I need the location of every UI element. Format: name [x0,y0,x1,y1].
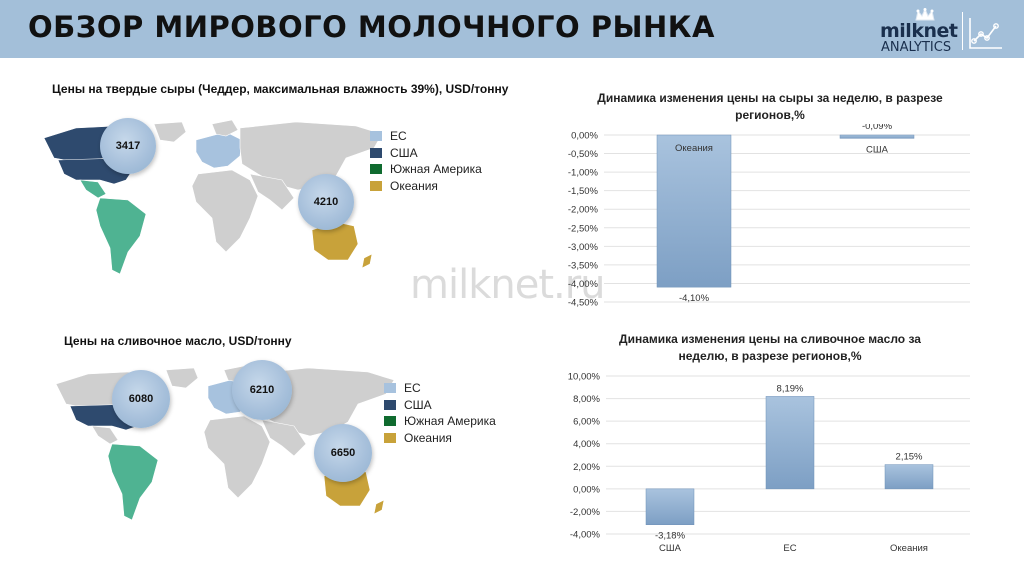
bar-ЕС [765,396,815,490]
butter-chart-title: Динамика изменения цены на сливочное мас… [619,332,921,363]
legend-item: ЕС [370,128,482,145]
y-tick-label: -2,00% [568,205,599,216]
legend-label: Южная Америка [404,414,496,429]
category-label: ЕС [783,543,796,554]
legend-label: Океания [404,430,452,445]
legend-item: Южная Америка [384,413,496,430]
cheese-bubble-usa: 3417 [100,118,156,174]
page-title: ОБЗОР МИРОВОГО МОЛОЧНОГО РЫНКА [28,10,715,44]
value-label: -0,09% [862,124,893,132]
legend-label: США [404,397,432,412]
legend-swatch [384,416,396,427]
y-tick-label: -0,50% [568,149,599,160]
bar-США [839,134,915,139]
legend-swatch [370,180,382,191]
butter-map-legend: ЕС США Южная Америка Океания [384,380,496,446]
y-tick-label: 0,00% [573,484,600,495]
logo-divider [962,12,963,50]
watermark: milknet.ru [410,262,606,308]
legend-item: ЕС [384,380,496,397]
legend-item: США [384,397,496,414]
y-tick-label: -1,50% [568,186,599,197]
bar-Океания [884,464,934,490]
milknet-logo: milknet ANALYTICS [880,8,960,55]
legend-swatch [370,131,382,142]
butter-price-change-chart: 10,00% 8,00% 6,00% 4,00% 2,00% 0,00% -2,00% -4,… [568,372,970,554]
legend-swatch [384,399,396,410]
crown-icon [915,8,935,21]
butter-bubble-eu: 6210 [232,360,292,420]
cheese-map-title: Цены на твердые сыры (Чеддер, максимальн… [52,82,509,96]
y-tick-label: -1,00% [568,168,599,179]
y-tick-label: -4,00% [570,530,601,541]
logo-subtitle: ANALYTICS [881,40,952,55]
legend-swatch [384,383,396,394]
value-label: -4,10% [679,293,710,304]
category-label: Океания [675,143,713,154]
y-tick-label: -2,00% [570,507,601,518]
cheese-chart-title: Динамика изменения цены на сыры за недел… [597,91,943,122]
legend-swatch [384,432,396,443]
y-tick-label: -4,50% [568,298,599,309]
legend-item: США [370,145,482,162]
legend-label: США [390,145,418,160]
legend-item: Океания [384,430,496,447]
bar-США [645,488,695,525]
legend-label: ЕС [390,129,407,144]
legend-label: Океания [390,178,438,193]
legend-item: Южная Америка [370,161,482,178]
y-tick-label: 8,00% [573,394,600,405]
legend-swatch [370,147,382,158]
y-tick-label: -3,50% [568,260,599,271]
legend-label: ЕС [404,381,421,396]
cheese-bubble-oceania: 4210 [298,174,354,230]
legend-item: Океания [370,178,482,195]
header-bar: ОБЗОР МИРОВОГО МОЛОЧНОГО РЫНКА milknet A… [0,0,1024,58]
analytics-chart-icon [969,18,1002,49]
category-label: Океания [890,543,928,554]
y-tick-label: -4,00% [568,279,599,290]
category-label: США [659,543,682,554]
value-label: -3,18% [655,531,686,542]
y-tick-label: 4,00% [573,439,600,450]
logo-word: milknet [880,20,958,42]
butter-bubble-oceania: 6650 [314,424,372,482]
y-tick-label: 10,00% [568,372,601,383]
legend-swatch [370,164,382,175]
y-tick-label: -3,00% [568,242,599,253]
bar-Океания [656,134,732,288]
value-label: 2,15% [896,452,923,463]
value-label: 8,19% [777,383,804,394]
category-label: США [866,144,889,155]
y-tick-label: -2,50% [568,223,599,234]
legend-label: Южная Америка [390,162,482,177]
y-tick-label: 0,00% [571,131,598,142]
butter-bubble-usa: 6080 [112,370,170,428]
y-tick-label: 6,00% [573,417,600,428]
y-tick-label: 2,00% [573,462,600,473]
cheese-map-legend: ЕС США Южная Америка Океания [370,128,482,194]
butter-map-title: Цены на сливочное масло, USD/тонну [64,334,292,348]
cheese-price-change-chart: 0,00% -0,50% -1,00% -1,50% -2,00% -2,50% -3,00… [568,124,970,309]
